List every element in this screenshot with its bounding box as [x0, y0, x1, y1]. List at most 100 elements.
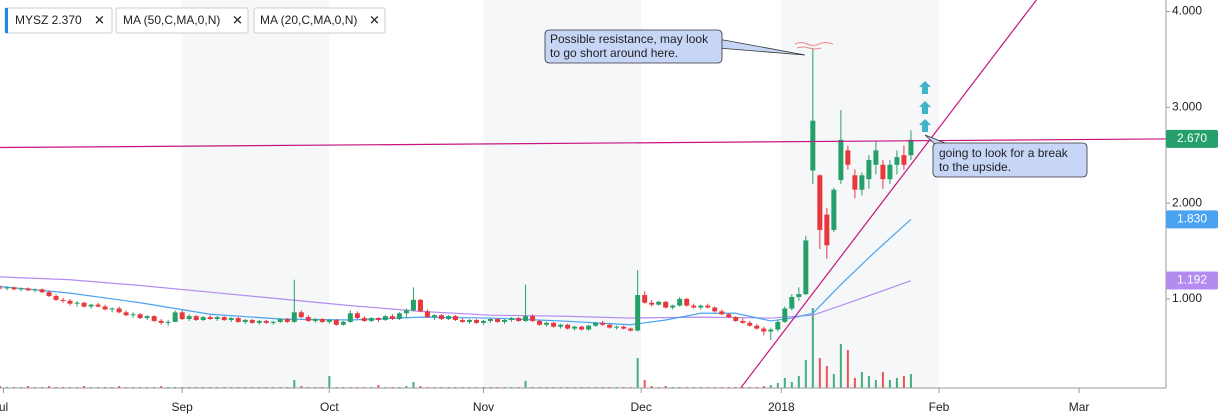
- volume-bar: [293, 380, 296, 388]
- candle-body: [193, 316, 199, 320]
- candle-body: [579, 326, 585, 330]
- candle-body: [705, 305, 711, 308]
- candle-body: [789, 296, 795, 309]
- volume-bar: [48, 386, 51, 388]
- candle-body: [894, 157, 900, 165]
- callout-text: to the upside.: [939, 160, 1011, 174]
- x-tick-label: Dec: [630, 400, 651, 414]
- legend-item[interactable]: [253, 7, 386, 34]
- candle-body: [502, 319, 508, 322]
- candle-body: [873, 150, 879, 165]
- volume-bar: [643, 380, 646, 388]
- price-label: 2.670: [1177, 131, 1207, 145]
- candle-body: [200, 317, 206, 320]
- candle-body: [438, 315, 444, 320]
- candle-body: [565, 324, 571, 329]
- volume-bar: [83, 386, 86, 388]
- legend-accent: [5, 8, 8, 33]
- volume-bar: [300, 386, 303, 388]
- candle-body: [298, 312, 304, 318]
- candle-body: [845, 150, 851, 165]
- callout: Possible resistance, may look to go shor…: [544, 29, 806, 64]
- candle-body: [852, 175, 858, 190]
- volume-bar: [895, 378, 898, 388]
- candle-body: [18, 288, 24, 290]
- candle-body: [523, 316, 529, 321]
- close-icon[interactable]: ✕: [94, 12, 105, 27]
- candle-body: [530, 316, 536, 321]
- x-tick-label: ul: [0, 400, 8, 414]
- volume-bar: [27, 386, 30, 388]
- candle-body: [901, 155, 907, 165]
- close-icon[interactable]: ✕: [232, 12, 243, 27]
- x-tick-label: 2018: [768, 400, 795, 414]
- callout-box: [932, 142, 1088, 178]
- volume-bar: [853, 378, 856, 388]
- candle-body: [733, 317, 739, 321]
- volume-bar: [846, 350, 849, 388]
- candle-body: [123, 312, 129, 316]
- candle-body: [473, 319, 479, 323]
- volume-bar: [377, 385, 380, 388]
- candle-body: [614, 326, 620, 328]
- candle-body: [242, 319, 248, 322]
- candle-body: [46, 292, 52, 297]
- candle-body: [509, 318, 515, 320]
- candle-body: [221, 317, 227, 320]
- volume-bar: [881, 372, 884, 388]
- candle-body: [151, 316, 157, 321]
- candle-body: [642, 295, 648, 303]
- candle-body: [782, 308, 788, 322]
- volume-bar: [867, 376, 870, 388]
- candle-body: [0, 287, 3, 289]
- close-icon[interactable]: ✕: [369, 12, 380, 27]
- candle-body: [768, 329, 774, 332]
- candle-body: [284, 319, 290, 322]
- callout: going to look for a break to the upside.: [924, 134, 1088, 178]
- candle-body: [495, 319, 501, 322]
- volume-bar: [902, 376, 905, 388]
- candle-body: [544, 322, 550, 325]
- candle-body: [719, 311, 725, 315]
- volume-bar: [860, 372, 863, 388]
- price-labels: 2.670 1.192 1.830: [1166, 129, 1218, 290]
- candle-body: [60, 299, 66, 301]
- arrow: [919, 101, 931, 114]
- legend-label: MYSZ 2.370: [15, 13, 82, 27]
- candle-body: [368, 318, 374, 321]
- candle-body: [81, 302, 87, 307]
- candle-body: [551, 322, 557, 327]
- candle-body: [621, 326, 627, 329]
- month-bands: [182, 0, 939, 388]
- candle-body: [67, 300, 73, 304]
- candle-body: [880, 164, 886, 180]
- candle-body: [102, 306, 108, 310]
- candle-body: [410, 299, 416, 311]
- callout-box: [544, 29, 723, 64]
- candle-body: [887, 164, 893, 180]
- candle-body: [572, 326, 578, 329]
- candle-body: [775, 321, 781, 330]
- x-tick-label: Mar: [1069, 400, 1090, 414]
- volume-bar: [832, 374, 835, 388]
- candle-body: [431, 315, 437, 318]
- volume-bar: [776, 383, 779, 388]
- candle-body: [347, 313, 353, 322]
- candle-body: [354, 313, 360, 319]
- candle-body: [158, 320, 164, 323]
- volume-bar: [804, 360, 807, 388]
- candle-body: [459, 319, 465, 322]
- y-tick-label: 2.000: [1172, 195, 1202, 209]
- candle-body: [747, 322, 753, 326]
- volume-bar: [839, 344, 842, 388]
- axes: 1.000 2.000 3.000 4.000 ul Sep Oct Nov Dec 2018 Fe…: [0, 4, 1202, 415]
- candle-body: [859, 175, 865, 190]
- x-tick-label: Feb: [929, 400, 950, 414]
- price-label-box: [1166, 210, 1218, 229]
- legend-item[interactable]: [115, 7, 249, 34]
- candle-body: [824, 214, 830, 246]
- candle-body: [165, 321, 171, 323]
- candle-body: [712, 307, 718, 312]
- month-band: [182, 0, 330, 388]
